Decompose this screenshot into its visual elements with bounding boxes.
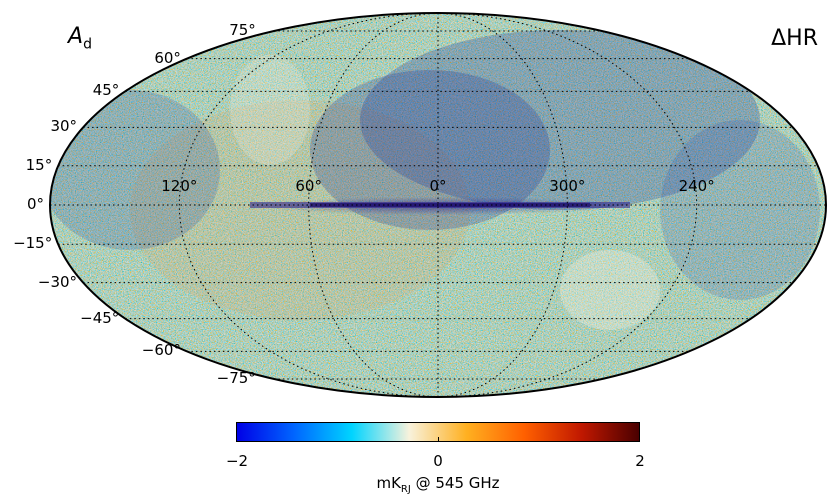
- longitude-label: 120°: [161, 177, 198, 195]
- colorbar-max-label: 2: [635, 452, 645, 470]
- latitude-label: 45°: [92, 81, 120, 100]
- colorbar-mid-mark: [438, 437, 439, 442]
- colorbar-unit-label: mKRJ @ 545 GHz: [376, 474, 500, 495]
- latitude-label: −75°: [216, 368, 256, 387]
- latitude-label: −45°: [80, 308, 120, 327]
- latitude-label: 60°: [154, 48, 181, 67]
- longitude-label: 60°: [295, 177, 322, 195]
- latitude-label: 0°: [26, 195, 44, 213]
- latitude-label: 75°: [229, 21, 256, 40]
- map-name: Ad: [68, 24, 92, 53]
- meridian-line: [178, 13, 439, 397]
- panel-label: ΔHR: [771, 26, 818, 51]
- latitude-label: −60°: [141, 341, 181, 360]
- meridian-line: [437, 13, 568, 397]
- longitude-label: 240°: [678, 177, 715, 195]
- latitude-label: 30°: [50, 117, 78, 136]
- latitude-label: −15°: [13, 234, 53, 253]
- longitude-label: 300°: [549, 177, 586, 195]
- meridian-line: [308, 13, 439, 397]
- latitude-label: −30°: [37, 272, 78, 291]
- colorbar-mid-label: 0: [433, 452, 443, 470]
- meridian-line: [437, 13, 698, 397]
- latitude-label: 15°: [25, 155, 53, 174]
- colorbar-min-label: −2: [225, 452, 249, 470]
- longitude-label: 0°: [429, 177, 447, 195]
- map-outline: [49, 12, 827, 398]
